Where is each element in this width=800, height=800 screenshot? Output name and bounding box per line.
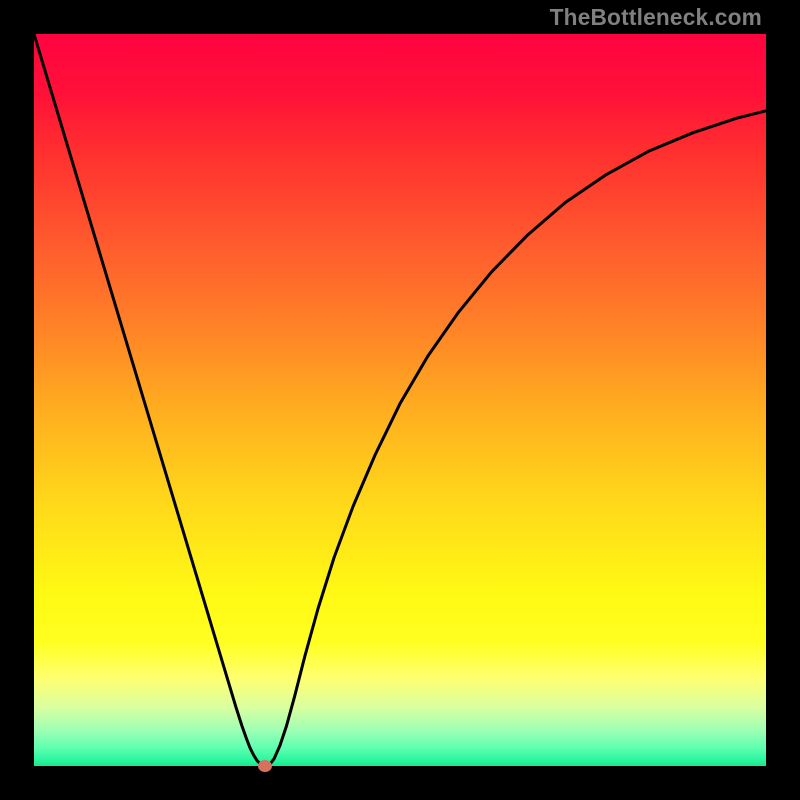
chart-container: TheBottleneck.com <box>0 0 800 800</box>
optimal-point-marker <box>258 760 272 772</box>
plot-area <box>34 34 766 766</box>
bottleneck-curve <box>34 34 766 766</box>
watermark-label: TheBottleneck.com <box>550 4 762 31</box>
curve-layer <box>34 34 766 766</box>
